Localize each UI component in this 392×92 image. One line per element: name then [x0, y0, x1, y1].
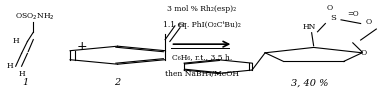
Text: 1: 1 — [22, 78, 29, 87]
Text: 1.1 eq. PhI(O₂CᵗBu)₂: 1.1 eq. PhI(O₂CᵗBu)₂ — [163, 21, 241, 29]
Text: H: H — [13, 37, 19, 45]
Text: =O: =O — [347, 10, 359, 18]
Text: HN: HN — [303, 23, 316, 31]
Text: 3, 40 %: 3, 40 % — [291, 78, 328, 87]
Text: +: + — [77, 39, 88, 53]
Text: S: S — [330, 14, 336, 22]
Text: H: H — [7, 62, 13, 70]
Text: C₆H₆, r.t., 3.5 h.: C₆H₆, r.t., 3.5 h. — [172, 53, 232, 61]
Text: O: O — [326, 4, 332, 12]
Text: O: O — [361, 49, 367, 57]
Text: 3 mol % Rh₂(esp)₂: 3 mol % Rh₂(esp)₂ — [167, 5, 236, 13]
Text: O: O — [177, 21, 184, 29]
Text: H: H — [18, 70, 25, 78]
Text: OSO$_2$NH$_2$: OSO$_2$NH$_2$ — [15, 11, 55, 22]
Text: then NaBH₄/MeOH: then NaBH₄/MeOH — [165, 70, 239, 78]
Text: 2: 2 — [114, 78, 121, 87]
Text: O: O — [365, 18, 372, 26]
